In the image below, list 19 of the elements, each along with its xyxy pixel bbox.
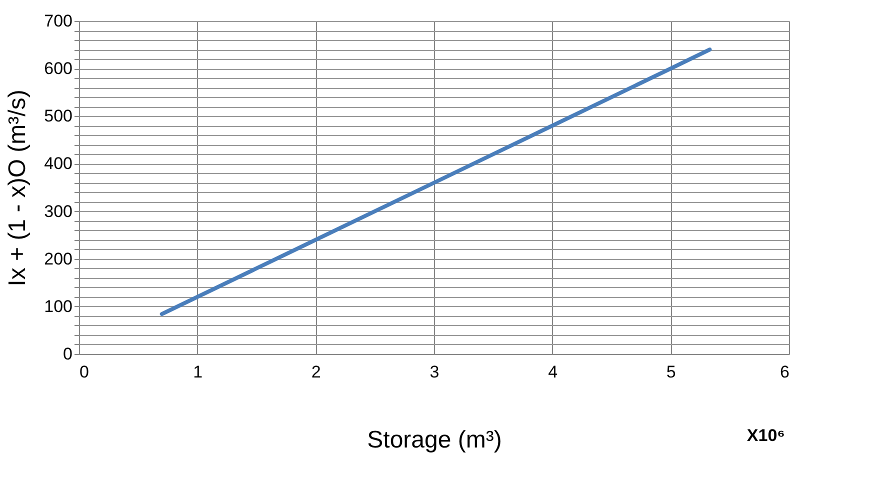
x-tick-label: 5 — [666, 362, 676, 382]
y-tick-label: 100 — [44, 296, 72, 316]
y-tick-label: 400 — [44, 154, 72, 174]
x-tick-label: 6 — [780, 362, 790, 382]
line-series — [160, 48, 712, 316]
x-axis-title: Storage (m³) — [367, 426, 502, 454]
y-axis-title: Ix + (1 - x)O (m³/s) — [4, 90, 32, 286]
y-tick-label: 200 — [44, 249, 72, 268]
x-tick-label: 0 — [80, 362, 89, 382]
text: X10⁶ — [746, 426, 785, 445]
x-tick-label: 3 — [430, 362, 440, 382]
y-tick-label: 0 — [63, 344, 72, 364]
y-tick-label: 600 — [44, 59, 72, 78]
x-tick-label: 2 — [311, 362, 321, 382]
y-tick-label: 500 — [44, 106, 72, 126]
x-tick-label: 4 — [548, 362, 558, 382]
y-tick-label: 300 — [44, 202, 72, 221]
x-tick-label: 1 — [193, 362, 203, 382]
y-tick-label: 700 — [44, 12, 72, 30]
